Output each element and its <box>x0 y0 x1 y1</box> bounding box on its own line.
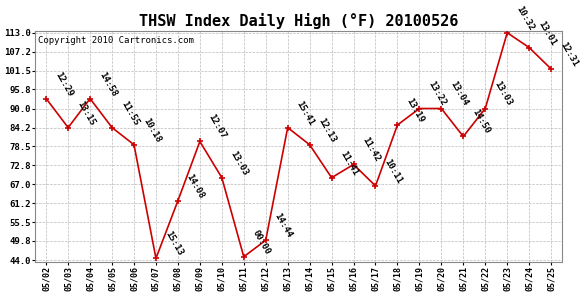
Text: 12:13: 12:13 <box>316 116 338 144</box>
Text: 15:41: 15:41 <box>295 99 316 127</box>
Text: 14:08: 14:08 <box>185 172 206 200</box>
Text: 11:41: 11:41 <box>339 149 360 177</box>
Text: 10:18: 10:18 <box>141 116 162 144</box>
Text: 12:31: 12:31 <box>558 40 579 68</box>
Text: 13:03: 13:03 <box>229 149 250 177</box>
Text: 10:32: 10:32 <box>514 4 535 32</box>
Title: THSW Index Daily High (°F) 20100526: THSW Index Daily High (°F) 20100526 <box>139 13 458 29</box>
Text: 14:50: 14:50 <box>470 108 491 136</box>
Text: 14:58: 14:58 <box>97 70 118 98</box>
Text: 15:13: 15:13 <box>163 230 184 258</box>
Text: 13:22: 13:22 <box>426 80 448 108</box>
Text: 13:04: 13:04 <box>448 80 470 108</box>
Text: 14:44: 14:44 <box>273 212 294 240</box>
Text: 13:03: 13:03 <box>492 80 514 108</box>
Text: 13:19: 13:19 <box>404 96 426 124</box>
Text: 11:42: 11:42 <box>360 136 382 164</box>
Text: 10:11: 10:11 <box>383 157 404 185</box>
Text: 12:29: 12:29 <box>53 70 74 98</box>
Text: 00:00: 00:00 <box>251 228 272 256</box>
Text: 11:55: 11:55 <box>119 99 140 127</box>
Text: 13:01: 13:01 <box>536 19 558 47</box>
Text: 12:07: 12:07 <box>207 113 228 141</box>
Text: Copyright 2010 Cartronics.com: Copyright 2010 Cartronics.com <box>38 36 194 45</box>
Text: 13:15: 13:15 <box>75 99 97 127</box>
